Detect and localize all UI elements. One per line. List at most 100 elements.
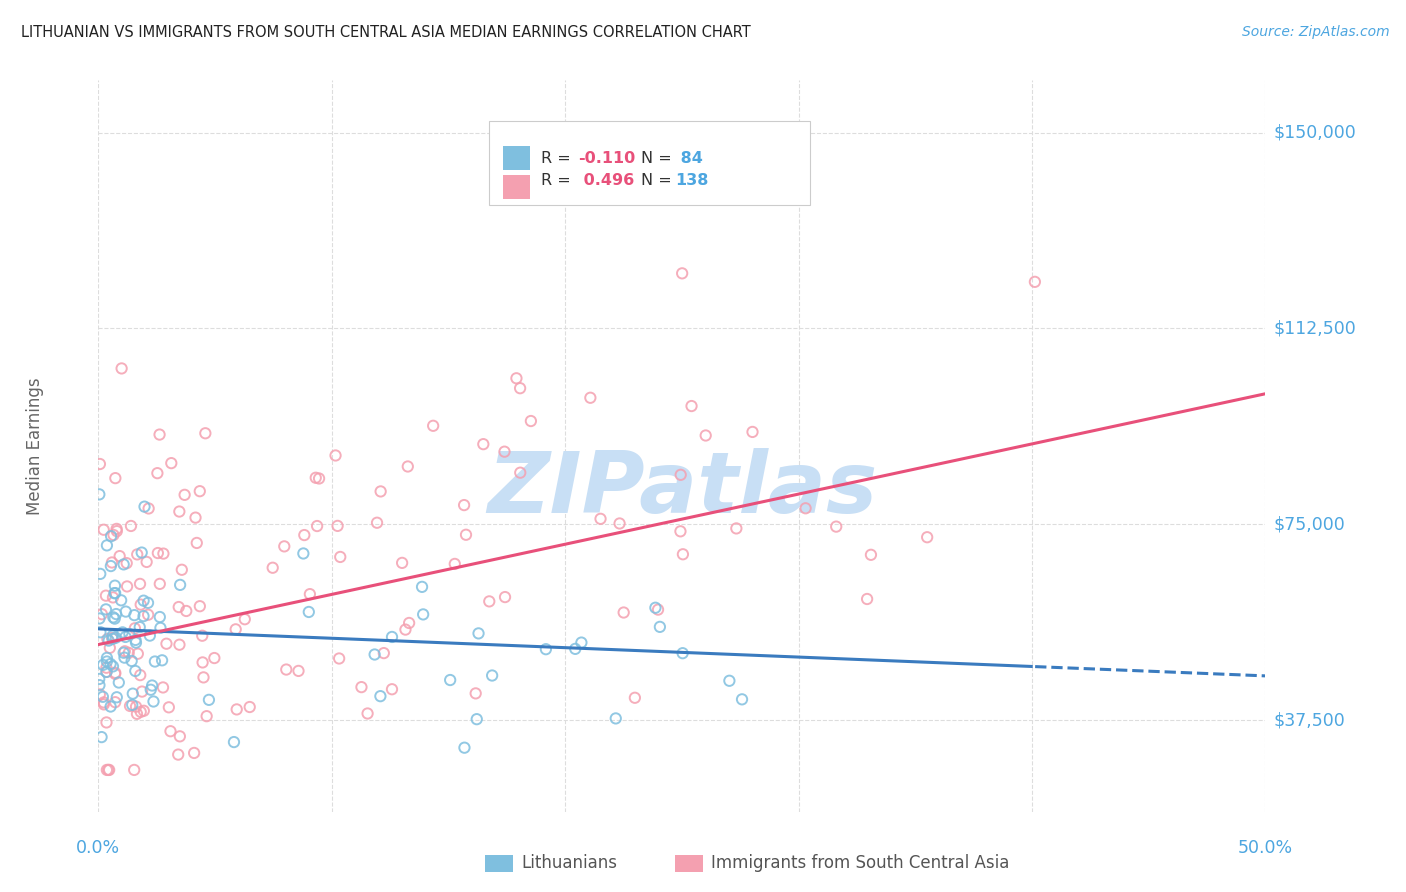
Text: N =: N = [641, 173, 676, 188]
Point [89, 625, 111, 640]
Point [94, 602, 117, 616]
Point [370, 689, 392, 703]
Point [305, 471, 328, 485]
Point [681, 399, 703, 413]
Point [465, 712, 488, 726]
Point [363, 648, 385, 662]
Point [114, 650, 136, 665]
Point [127, 647, 149, 661]
Point [89, 678, 111, 692]
Point [104, 586, 127, 600]
Point [481, 668, 503, 682]
Point [124, 664, 146, 678]
Point [104, 612, 127, 626]
Point [129, 705, 152, 719]
Point [193, 670, 215, 684]
Point [273, 540, 295, 554]
Point [411, 580, 433, 594]
Point [183, 746, 205, 760]
Text: LITHUANIAN VS IMMIGRANTS FROM SOUTH CENTRAL ASIA MEDIAN EARNINGS CORRELATION CHA: LITHUANIAN VS IMMIGRANTS FROM SOUTH CENT… [21, 25, 751, 40]
Point [131, 684, 153, 698]
Point [624, 690, 647, 705]
Point [152, 681, 174, 695]
Point [520, 414, 543, 428]
Point [134, 500, 156, 514]
Point [381, 630, 404, 644]
Point [225, 623, 247, 637]
Point [136, 607, 159, 622]
Text: Immigrants from South Central Asia: Immigrants from South Central Asia [711, 855, 1010, 872]
Point [391, 556, 413, 570]
Point [105, 522, 128, 536]
Point [127, 548, 149, 562]
Point [90, 607, 112, 622]
Point [114, 644, 136, 658]
Point [112, 646, 135, 660]
Point [115, 556, 138, 570]
Text: ZIPatlas: ZIPatlas [486, 449, 877, 532]
Point [412, 607, 434, 622]
Point [124, 608, 146, 623]
Point [326, 519, 349, 533]
Point [96, 715, 118, 730]
Point [118, 646, 141, 660]
Point [453, 498, 475, 512]
Point [509, 466, 531, 480]
Point [155, 637, 177, 651]
Point [202, 651, 225, 665]
Point [101, 659, 124, 673]
Text: Source: ZipAtlas.com: Source: ZipAtlas.com [1241, 25, 1389, 39]
Point [110, 361, 132, 376]
Text: 0.0%: 0.0% [76, 839, 121, 857]
Point [97, 633, 120, 648]
Point [139, 682, 162, 697]
Point [398, 615, 420, 630]
Point [613, 606, 636, 620]
Point [96, 661, 118, 675]
Point [262, 560, 284, 574]
Point [131, 545, 153, 559]
Point [328, 651, 350, 665]
Point [89, 672, 111, 686]
Point [292, 528, 315, 542]
Point [298, 587, 321, 601]
Point [89, 611, 111, 625]
Point [571, 635, 593, 649]
Point [101, 631, 124, 645]
Point [191, 656, 214, 670]
Point [122, 763, 145, 777]
Point [350, 680, 373, 694]
Point [105, 690, 128, 705]
Point [152, 547, 174, 561]
FancyBboxPatch shape [489, 120, 810, 204]
Point [859, 548, 882, 562]
Point [308, 471, 330, 485]
Point [159, 724, 181, 739]
Point [96, 538, 118, 552]
Point [160, 456, 183, 470]
Point [97, 763, 120, 777]
Text: $37,500: $37,500 [1274, 711, 1346, 730]
Point [101, 632, 124, 646]
Point [121, 687, 143, 701]
Point [222, 735, 245, 749]
Point [509, 381, 531, 395]
Point [141, 679, 163, 693]
Point [96, 665, 118, 679]
Point [104, 631, 127, 645]
Point [104, 695, 127, 709]
Point [915, 530, 938, 544]
Point [104, 666, 127, 681]
Point [396, 459, 419, 474]
Point [132, 609, 155, 624]
Point [149, 610, 172, 624]
Point [125, 706, 148, 721]
Point [129, 577, 152, 591]
Point [110, 593, 132, 607]
Point [94, 589, 117, 603]
Bar [503, 176, 530, 199]
Point [103, 586, 125, 600]
Point [125, 699, 148, 714]
Point [105, 524, 128, 538]
Point [136, 596, 159, 610]
